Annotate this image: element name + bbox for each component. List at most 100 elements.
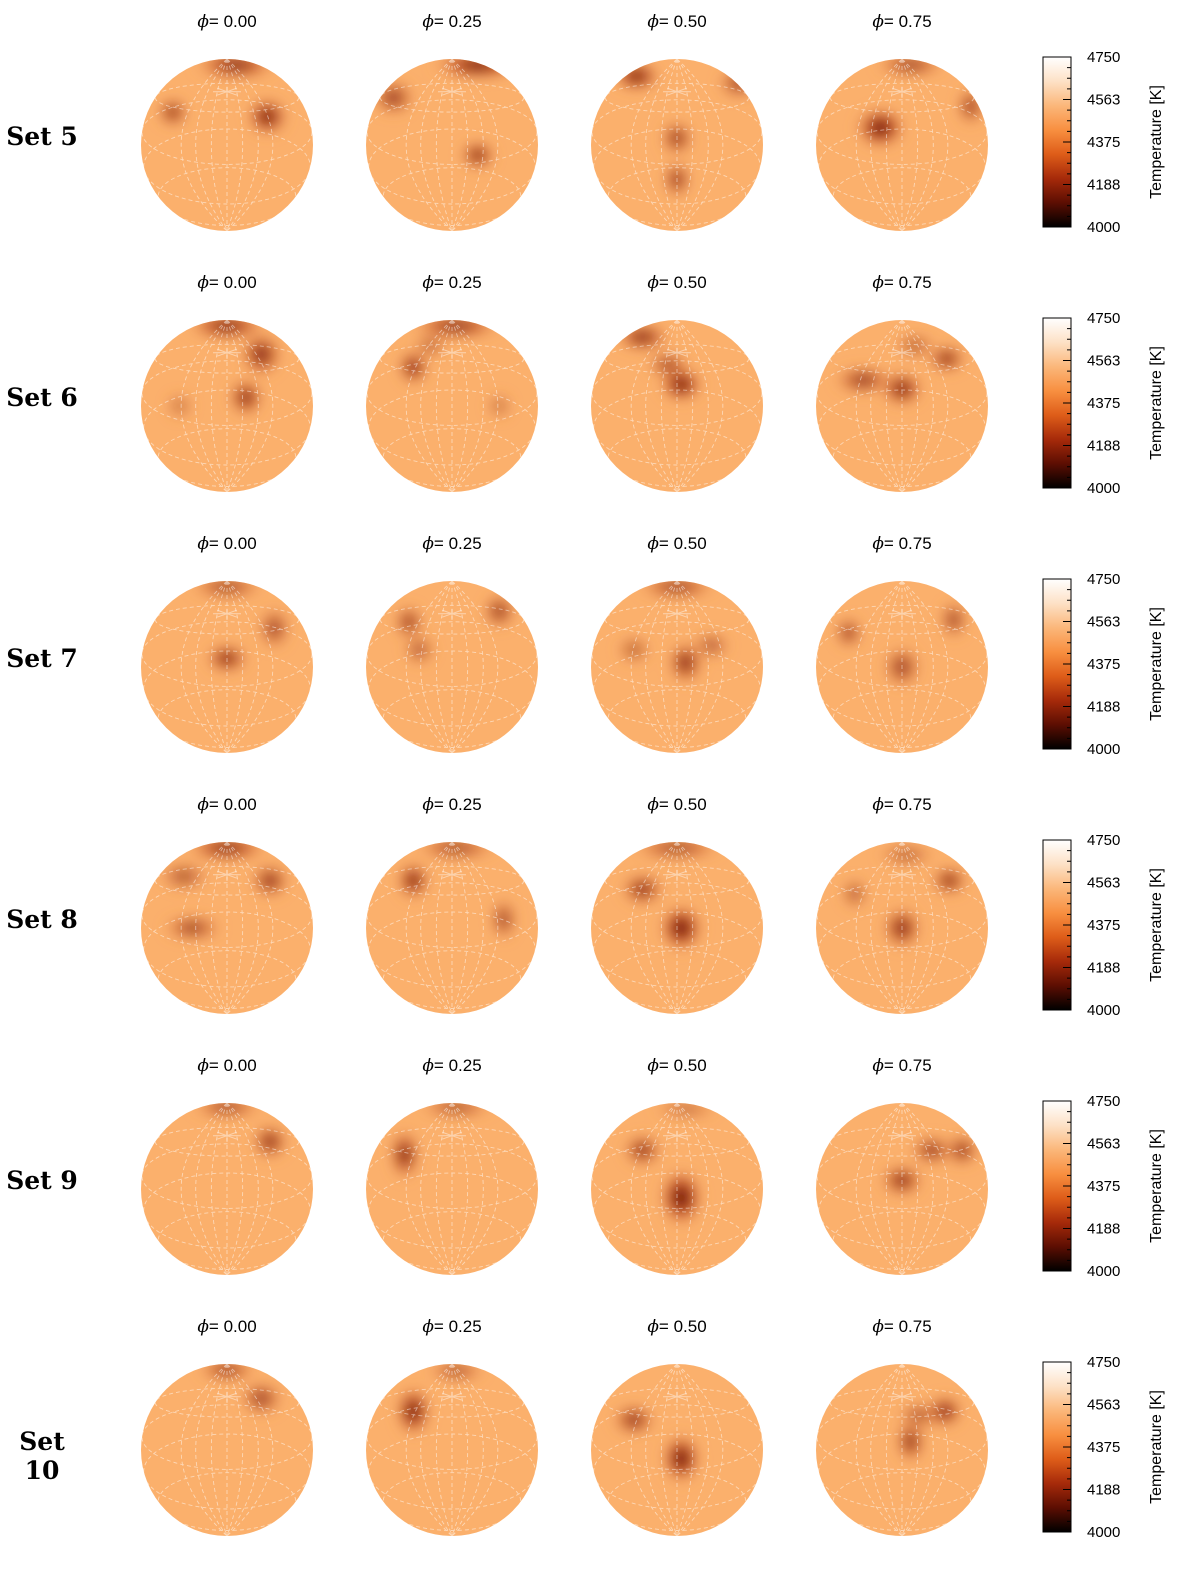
pole-marker [662,608,692,619]
surface-temperature-map [141,59,313,231]
phase-value: = 0.75 [883,534,932,553]
phase-label: ϕ= 0.75 [822,534,982,554]
surface-temperature-map [816,1103,988,1275]
colorbar-tick-label: 4000 [1087,1263,1120,1280]
surface-temperature-map [366,842,538,1014]
colorbar-tick-label: 4375 [1087,1178,1120,1195]
colorbar-title: Temperature [K] [1148,607,1165,721]
temperature-colorbar: 4750 4563 4375 4188 4000 Temperature [K] [1042,571,1165,758]
starspot [946,1134,978,1166]
phase-value: = 0.75 [883,795,932,814]
starspot [662,1432,701,1485]
phase-value: = 0.75 [883,1317,932,1336]
set-label: Set 6 [6,383,78,412]
surface-temperature-map [591,59,763,231]
phase-symbol: ϕ [197,534,209,554]
starspot [910,1136,954,1165]
phase-symbol: ϕ [872,795,884,815]
phase-value: = 0.50 [658,273,707,292]
pole-marker [887,608,917,619]
colorbar-tick-label: 4563 [1087,875,1120,892]
phase-value: = 0.75 [883,12,932,31]
phase-label: ϕ= 0.50 [597,12,757,32]
starspot [165,393,194,419]
colorbar-tick-label: 4563 [1087,614,1120,631]
starspot [372,80,415,115]
surface-temperature-map [141,842,313,1014]
starspot [417,1103,495,1116]
colorbar-tick-label: 4750 [1087,832,1120,849]
starspot [158,98,188,127]
surface-temperature-map [141,320,313,492]
starspot [258,606,290,650]
pole-marker [212,869,242,880]
phase-label: ϕ= 0.75 [822,795,982,815]
phase-symbol: ϕ [872,1056,884,1076]
surface-temperature-map [591,1103,763,1275]
starspot [396,1385,431,1438]
starspot [162,916,223,940]
starspot [876,844,937,866]
phase-symbol: ϕ [647,534,659,554]
surface-temperature-map [141,1103,313,1275]
phase-value: = 0.50 [658,12,707,31]
phase-label: ϕ= 0.75 [822,1056,982,1076]
phase-value: = 0.00 [208,1056,257,1075]
starspot [184,842,270,860]
temperature-colorbar: 4750 4563 4375 4188 4000 Temperature [K] [1042,49,1165,236]
pole-marker [662,86,692,97]
starspot [240,332,282,377]
pole-marker [887,1391,917,1402]
surface-temperature-map [591,1364,763,1536]
surface-temperature-map [141,1364,313,1536]
pole-marker [212,347,242,358]
pole-marker [437,608,467,619]
phase-value: = 0.75 [883,1056,932,1075]
phase-value: = 0.25 [433,12,482,31]
colorbar-tick-label: 4563 [1087,353,1120,370]
starspot [251,863,289,898]
surface-temperature-map [591,581,763,753]
set-row: Set 7 ϕ= 0.00 ϕ= 0.25 ϕ= 0.50 ϕ= 0.75 4750 456… [0,522,1200,783]
colorbar-title: Temperature [K] [1148,1129,1165,1243]
temperature-colorbar: 4750 4563 4375 4188 4000 Temperature [K] [1042,310,1165,497]
starspot [940,600,967,639]
phase-value: = 0.50 [658,1317,707,1336]
colorbar-tick-label: 4188 [1087,438,1120,455]
starspot [185,320,269,338]
set-row: Set 10 ϕ= 0.00 ϕ= 0.25 ϕ= 0.50 ϕ= 0.75 4750 45… [0,1305,1200,1566]
phase-symbol: ϕ [647,1056,659,1076]
starspot [158,862,210,891]
starspot [623,1134,662,1166]
colorbar-tick-label: 4188 [1087,960,1120,977]
phase-symbol: ϕ [422,1317,434,1337]
colorbar-tick-label: 4563 [1087,92,1120,109]
surface-temperature-map [591,320,763,492]
set-label: Set 5 [6,122,78,151]
pole-marker [887,869,917,880]
phase-symbol: ϕ [422,273,434,293]
colorbar-tick-label: 4000 [1087,219,1120,236]
phase-value: = 0.50 [658,1056,707,1075]
lat-lon-grid [591,1103,763,1275]
starspot [835,617,862,649]
starspot [880,371,924,406]
starspot [397,861,429,900]
pole-marker [662,1391,692,1402]
phase-label: ϕ= 0.25 [372,795,532,815]
phase-label: ϕ= 0.00 [147,534,307,554]
phase-value: = 0.25 [433,1056,482,1075]
phase-label: ϕ= 0.00 [147,1317,307,1337]
temperature-colorbar: 4750 4563 4375 4188 4000 Temperature [K] [1042,1093,1165,1280]
colorbar-tick-label: 4375 [1087,1439,1120,1456]
set-row: Set 9 ϕ= 0.00 ϕ= 0.25 ϕ= 0.50 ϕ= 0.75 4750 456… [0,1044,1200,1305]
starspot [621,873,665,905]
phase-label: ϕ= 0.50 [597,795,757,815]
phase-symbol: ϕ [197,1317,209,1337]
surface-temperature-map [591,842,763,1014]
phase-label: ϕ= 0.75 [822,1317,982,1337]
pole-marker [437,1391,467,1402]
temperature-colorbar: 4750 4563 4375 4188 4000 Temperature [K] [1042,832,1165,1019]
pole-marker [887,347,917,358]
phase-value: = 0.00 [208,534,257,553]
